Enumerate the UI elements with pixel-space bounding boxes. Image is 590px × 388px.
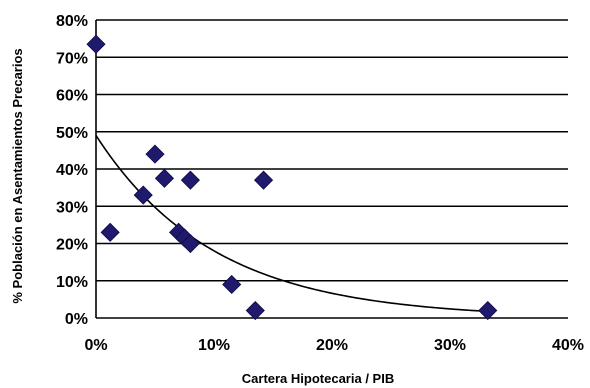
data-points: [87, 35, 497, 319]
y-tick-label: 40%: [56, 162, 88, 179]
y-tick-label: 50%: [56, 125, 88, 142]
data-point: [181, 171, 199, 189]
y-tick-label: 20%: [56, 237, 88, 254]
data-point: [223, 275, 241, 293]
x-tick-label: 30%: [434, 337, 466, 354]
y-tick-label: 80%: [56, 13, 88, 30]
y-tick-label: 0%: [65, 311, 88, 328]
y-tick-label: 10%: [56, 274, 88, 291]
data-point: [101, 223, 119, 241]
tick-labels: 0% 10% 20% 30% 40% 50% 60% 70% 80% 0% 10% 20% 30% 40%: [56, 13, 584, 354]
x-axis-title: Cartera Hipotecaria / PIB: [242, 371, 394, 386]
y-tick-label: 30%: [56, 199, 88, 216]
data-point: [146, 145, 164, 163]
data-point: [155, 169, 173, 187]
data-point: [255, 171, 273, 189]
data-point: [87, 35, 105, 53]
data-point: [246, 302, 264, 320]
x-tick-label: 40%: [552, 337, 584, 354]
x-tick-label: 10%: [198, 337, 230, 354]
x-tick-label: 20%: [316, 337, 348, 354]
gridlines: [96, 20, 568, 281]
y-axis-title: % Población en Asentamientos Precarios: [10, 48, 25, 303]
x-tick-label: 0%: [84, 337, 107, 354]
y-tick-label: 60%: [56, 88, 88, 105]
y-tick-label: 70%: [56, 50, 88, 67]
data-point: [479, 302, 497, 320]
